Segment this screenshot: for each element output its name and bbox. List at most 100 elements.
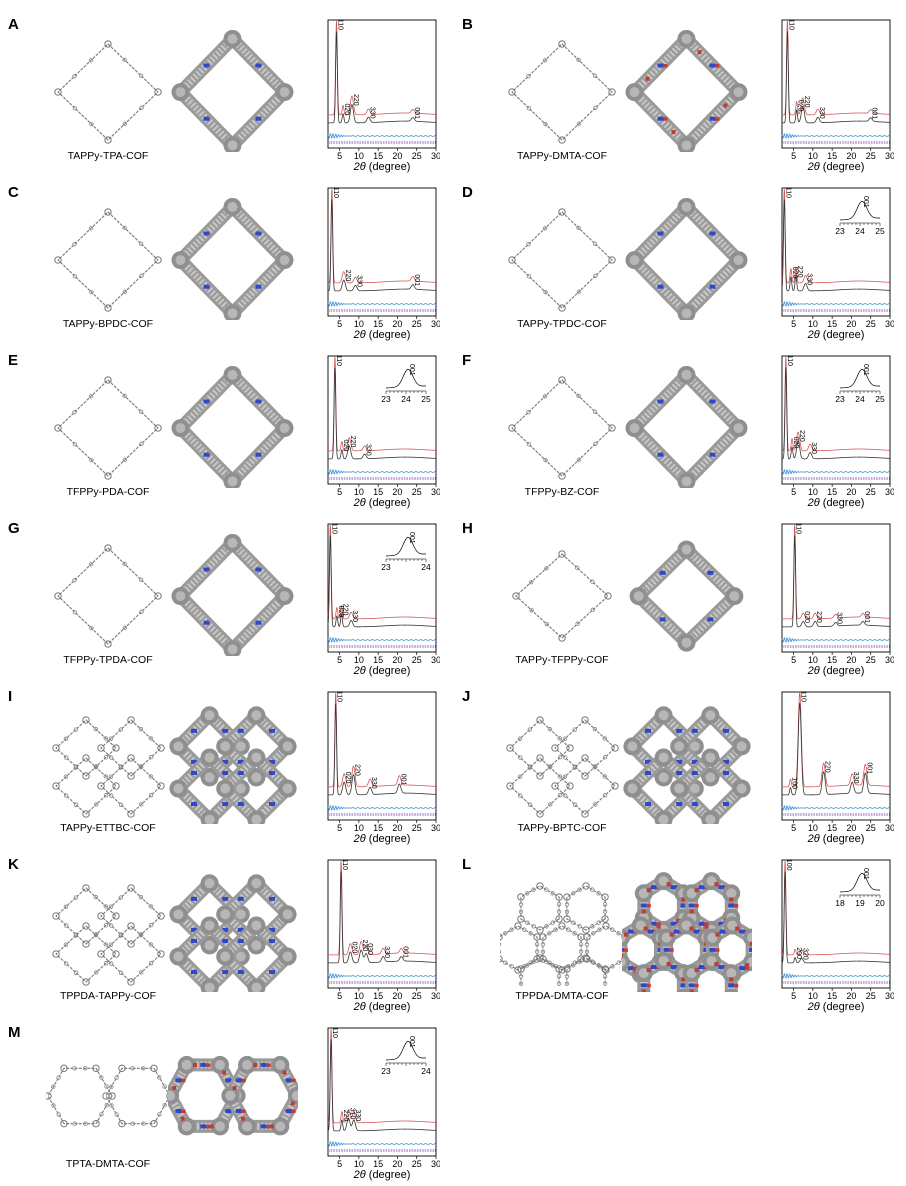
peak-label: 220 (796, 266, 803, 278)
x-tick-label: 15 (373, 991, 383, 1001)
linker-ring (578, 949, 584, 954)
linker-ring (556, 902, 562, 907)
nitrogen-atom (191, 970, 197, 975)
experimental-pattern (328, 860, 436, 956)
x-tick-label: 10 (354, 823, 364, 833)
linker-ring (590, 959, 595, 964)
framework-edge (509, 757, 571, 815)
panel-e: E TFPPy-PDA-COF 110 020 220 330 23 24 25 001 5 10 15… (8, 352, 448, 514)
space-filling-model (171, 366, 294, 488)
framework-wall (632, 543, 741, 650)
inset-001-peak: 23 24 25 001 (835, 196, 885, 236)
framework-edge (57, 547, 159, 645)
linker-ring (540, 949, 546, 954)
node-ring (563, 915, 571, 923)
oxygen-atom (633, 966, 638, 971)
node-cluster-light (204, 814, 215, 824)
linker-ring (518, 902, 524, 907)
oxygen-atom (181, 1078, 186, 1083)
oxygen-atom (663, 117, 668, 121)
x-axis-label-unit: (degree) (366, 497, 411, 509)
node-cluster-light (705, 752, 716, 763)
plot-frame (781, 859, 891, 989)
nitrogen-atom (269, 728, 275, 733)
node-cluster-light (225, 1090, 236, 1101)
node-ring (611, 744, 619, 752)
space-filling-model (169, 706, 297, 824)
node-ring (555, 965, 563, 973)
node-cluster-light (282, 783, 293, 794)
x-tick-label: 5 (337, 487, 342, 497)
linker-ring (553, 927, 558, 932)
x-axis-label-unit: (degree) (820, 1001, 865, 1013)
node-cluster-light (251, 772, 262, 783)
node-cluster-light (658, 710, 669, 721)
framework-edge (511, 211, 613, 309)
node-ring (517, 893, 525, 901)
peak-label: 320 (802, 948, 809, 960)
linker-ring (500, 949, 502, 954)
node-cluster-light (215, 1059, 225, 1070)
wireframe-structure (508, 376, 616, 480)
nitrogen-atom (719, 929, 726, 934)
linker-ring (542, 58, 548, 63)
peak-label: 100 (785, 859, 792, 871)
oxygen-atom (180, 1116, 185, 1121)
linker-ring (138, 895, 144, 900)
node-ring (604, 592, 612, 600)
linker-ring (148, 774, 153, 779)
node-ring (555, 893, 563, 901)
linker-ring (548, 802, 553, 807)
oxygen-atom (704, 922, 709, 926)
oxygen-atom (745, 966, 750, 971)
inset-tick-label: 24 (401, 394, 411, 404)
plot-frame (327, 187, 437, 317)
node-ring (104, 136, 112, 144)
linker-ring (526, 241, 531, 247)
linker-ring (148, 736, 153, 741)
nitrogen-atom (200, 1062, 207, 1067)
x-axis-label: 2θ (degree) (353, 1169, 411, 1181)
inset-curve (385, 536, 426, 557)
experimental-pattern (781, 860, 890, 956)
linker-ring (93, 727, 99, 732)
x-tick-label: 5 (791, 823, 796, 833)
cof-name: TAPPy-ETTBC-COF (60, 822, 156, 834)
space-filling-structure (171, 198, 294, 320)
space-filling-structure (629, 540, 744, 652)
node-cluster-light (658, 772, 669, 783)
node-ring (157, 912, 165, 920)
space-filling-model (625, 366, 748, 488)
peak-label: 220 (798, 430, 805, 442)
nitrogen-atom (225, 1078, 232, 1083)
x-axis-label-unit: (degree) (366, 1001, 411, 1013)
panel-j: J TAPPy-BPTC-COF 100 110 220 330 001 5 10 15 20 25 3… (462, 688, 902, 850)
x-axis-label-symbol: 2θ (807, 161, 820, 173)
linker-ring (73, 802, 79, 807)
inset-peak-label: 001 (408, 364, 415, 376)
node-ring (112, 950, 120, 958)
node-cluster-light (705, 814, 716, 824)
nitrogen-atom (627, 966, 634, 971)
linker-ring (157, 1075, 162, 1080)
linker-ring (72, 241, 77, 247)
oxygen-atom (694, 903, 699, 908)
linker-ring (576, 289, 582, 294)
linker-ring (518, 755, 523, 760)
node-ring (558, 136, 566, 144)
nitrogen-atom (255, 620, 262, 625)
node-ring (54, 256, 62, 264)
oxygen-atom (641, 909, 646, 914)
node-cluster-light (279, 423, 290, 434)
linker-ring (550, 963, 555, 968)
node-cluster (622, 953, 630, 971)
linker-ring (602, 902, 608, 907)
simulated-pattern (328, 871, 436, 964)
oxygen-atom (623, 948, 628, 952)
x-tick-label: 30 (431, 319, 440, 329)
linker-ring (103, 774, 108, 779)
linker-ring (616, 960, 621, 965)
node-cluster-light (251, 752, 262, 763)
nitrogen-atom (255, 231, 262, 236)
